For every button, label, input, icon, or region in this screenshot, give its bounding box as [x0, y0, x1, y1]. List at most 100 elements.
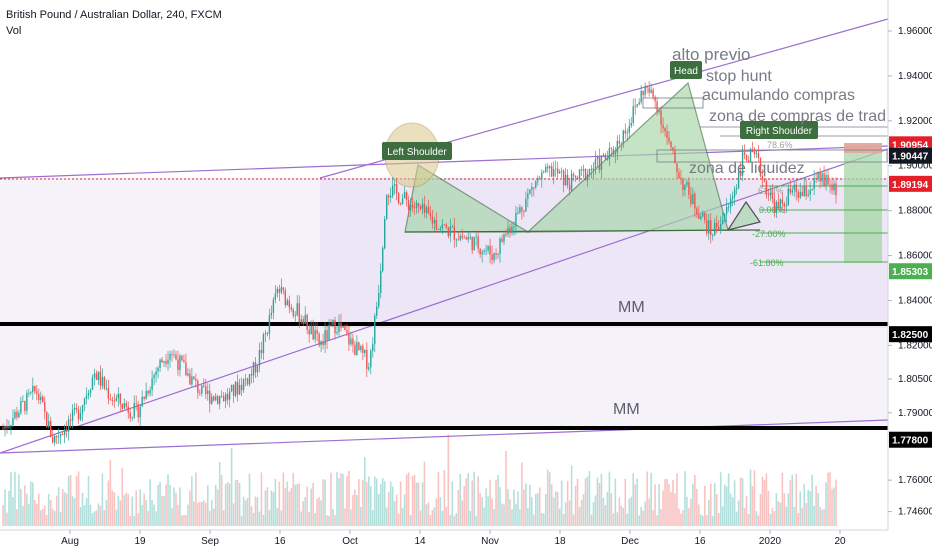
volume-bar [570, 465, 573, 526]
candle-body [473, 237, 475, 251]
volume-bar [771, 507, 774, 526]
candle-body [131, 417, 133, 419]
annotation-zona-liquidez: zona de liquidez [689, 160, 805, 177]
volume-bar [204, 502, 207, 526]
candle-body [326, 330, 328, 341]
volume-bar [533, 514, 535, 526]
candle-body [829, 184, 831, 186]
candle-body [706, 220, 708, 234]
volume-bar [366, 482, 368, 526]
candle-body [720, 224, 722, 230]
volume-bar [636, 478, 639, 526]
volume-bar [22, 505, 24, 526]
volume-bar [99, 505, 102, 526]
volume-bar [469, 510, 472, 526]
volume-bar [751, 486, 754, 526]
candle-body [769, 192, 772, 196]
candle-body [672, 147, 674, 150]
volume-bar [642, 510, 644, 526]
volume-bar [479, 493, 481, 526]
price-tick-label: 1.80500 [898, 374, 932, 385]
candle-body [560, 170, 563, 172]
candle-body [533, 187, 535, 189]
volume-bar [248, 473, 251, 526]
candle-body [209, 390, 211, 404]
volume-bar [409, 515, 412, 526]
volume-bar [781, 472, 784, 526]
candle-body [169, 353, 171, 360]
volume-bar [348, 470, 350, 526]
candle-body [282, 287, 285, 291]
volume-bar [334, 515, 336, 526]
fib-label-618: 61.8% [758, 186, 784, 196]
candle-body [511, 227, 513, 233]
time-axis[interactable]: Aug 19 Sep 16 Oct 14 Nov 18 Dec 16 2020 20 [61, 530, 846, 547]
candle-body [690, 194, 692, 205]
candle-body [42, 396, 44, 403]
candle-body [763, 179, 766, 181]
volume-bar [246, 498, 249, 526]
volume-bar [101, 473, 104, 526]
volume-bar [453, 515, 456, 526]
candle-body [149, 390, 151, 394]
candle-body [592, 168, 595, 171]
candle-body [493, 253, 495, 261]
candle-body [459, 235, 461, 240]
volume-bar [354, 489, 356, 526]
volume-bar [127, 493, 130, 526]
candle-body [809, 189, 811, 195]
candle-body [374, 315, 376, 345]
candle-body [242, 379, 245, 391]
volume-bar [121, 467, 124, 526]
candle-body [543, 172, 545, 173]
volume-bar [383, 481, 386, 526]
candle-body [183, 360, 185, 363]
volume-bar [747, 514, 750, 526]
annotation-stop-hunt: stop hunt [706, 68, 772, 85]
volume-bar [499, 487, 501, 526]
volume-bar [721, 506, 724, 526]
price-axis[interactable]: 1.96000 1.94000 1.92000 1.90000 1.88000 1.860… [888, 26, 932, 518]
volume-bar [602, 497, 605, 526]
candle-body [437, 229, 440, 230]
candle-body [433, 220, 436, 224]
candle-body [610, 148, 613, 149]
volume-bar [266, 487, 269, 526]
volume-bar [562, 513, 565, 526]
volume-bar [684, 471, 686, 526]
candle-body [692, 193, 694, 205]
candle-body [220, 396, 223, 397]
volume-bar [713, 483, 716, 526]
volume-bar [189, 490, 191, 526]
candle-body [101, 376, 104, 386]
volume-bar [535, 493, 537, 526]
candle-body [213, 396, 215, 401]
volume-bar [650, 472, 652, 526]
volume-bar [8, 490, 10, 526]
time-tick-label: Nov [481, 536, 499, 547]
candle-body [286, 300, 288, 306]
candle-body [574, 175, 577, 178]
candle-body [189, 373, 191, 385]
candle-body [256, 365, 259, 373]
candle-body [272, 299, 275, 313]
volume-bar [262, 514, 265, 526]
symbol-title: British Pound / Australian Dollar, 240, … [6, 9, 222, 21]
candle-body [24, 401, 26, 411]
volume-bar [298, 483, 301, 526]
volume-bar [89, 504, 92, 526]
candle-body [483, 250, 485, 252]
volume-bar [183, 515, 185, 526]
volume-bar [654, 484, 656, 526]
candle-body [694, 193, 696, 209]
candle-body [167, 359, 169, 364]
candle-body [50, 421, 52, 437]
candle-body [721, 219, 724, 225]
candle-body [556, 168, 559, 174]
candle-body [427, 207, 430, 214]
candle-body [642, 90, 644, 96]
candle-body [75, 407, 78, 410]
volume-bar [296, 484, 299, 526]
